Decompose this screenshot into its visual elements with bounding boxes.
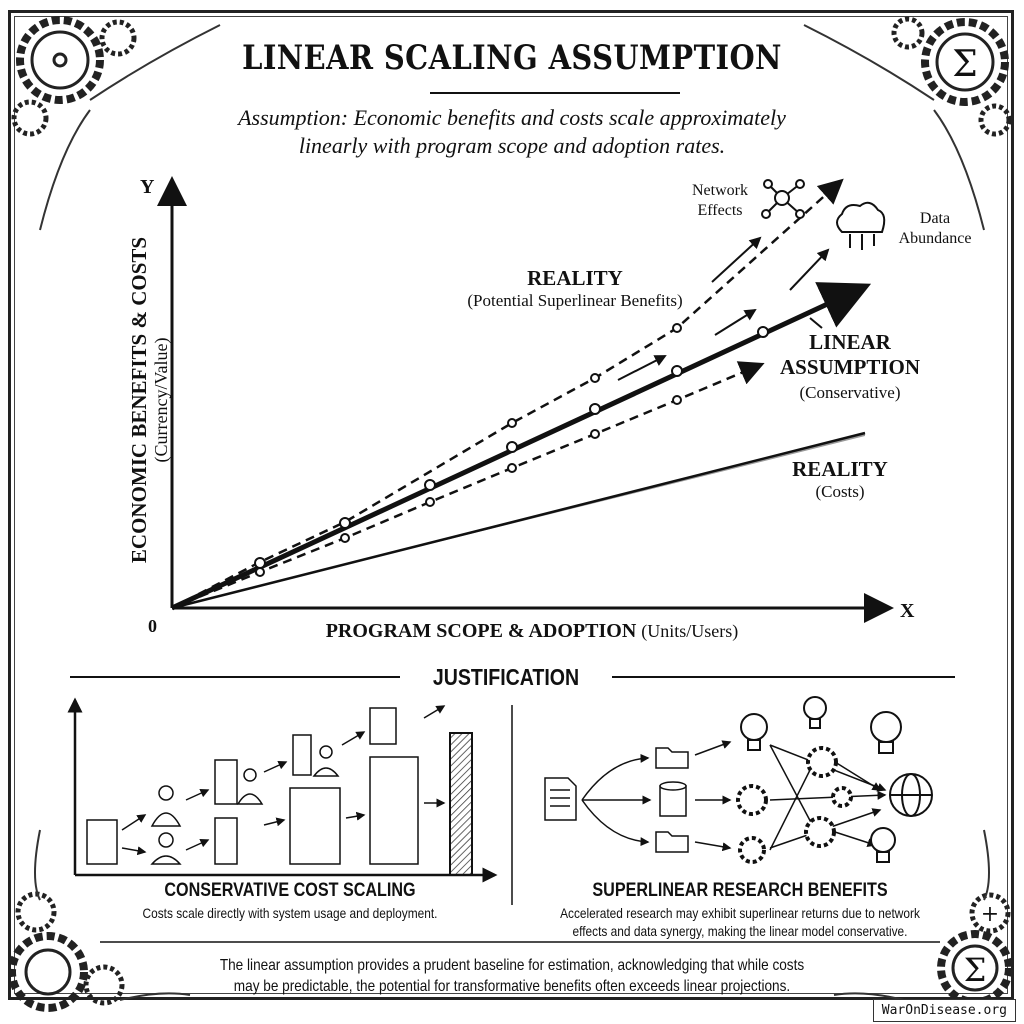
network-icon <box>761 179 805 219</box>
reality-benefits-label: REALITY (Potential Superlinear Benefits) <box>440 266 710 311</box>
desc-line: effects and data synergy, making the lin… <box>572 923 908 939</box>
subtitle-line: linearly with program scope and adoption… <box>298 133 726 158</box>
label-line: Data <box>919 210 951 227</box>
left-panel-title: CONSERVATIVE COST SCALING <box>164 880 416 901</box>
superlinear-benefits-line <box>171 178 844 610</box>
growth-arrows <box>617 236 830 381</box>
database-icon <box>659 781 687 817</box>
y-axis-label: ECONOMIC BENEFITS & COSTS (Currency/Valu… <box>127 160 172 640</box>
person-icon <box>150 745 340 865</box>
data-abundance-label: Data Abundance <box>885 209 985 249</box>
label-line: Effects <box>697 202 743 219</box>
page-title: LINEAR SCALING ASSUMPTION <box>242 38 782 78</box>
right-panel-title: SUPERLINEAR RESEARCH BENEFITS <box>592 880 888 901</box>
svg-text:Σ: Σ <box>964 951 987 989</box>
label-line: Abundance <box>898 230 972 247</box>
folder-icon <box>655 747 689 853</box>
cloud-icon <box>836 201 886 250</box>
x-axis-label: PROGRAM SCOPE & ADOPTION (Units/Users) <box>172 620 892 643</box>
label-sub: (Costs) <box>815 482 865 501</box>
gear-icon <box>736 746 853 864</box>
gear-icon <box>8 891 125 1012</box>
watermark: WarOnDisease.org <box>872 999 1016 1022</box>
y-axis-letter: Y <box>140 176 155 198</box>
reality-costs-label: REALITY (Costs) <box>770 457 910 502</box>
lightbulb-icon <box>740 696 902 863</box>
subtitle-line: Assumption: Economic benefits and costs … <box>238 105 786 130</box>
subtitle: Assumption: Economic benefits and costs … <box>0 104 1024 160</box>
right-panel-desc: Accelerated research may exhibit superli… <box>485 904 995 940</box>
conclusion: The linear assumption provides a prudent… <box>130 955 895 997</box>
outer-border <box>8 10 1014 1000</box>
y-label-unit: (Currency/Value) <box>151 337 171 463</box>
origin-label: 0 <box>148 616 157 636</box>
gear-icon <box>11 16 137 137</box>
linear-assumption-label: LINEAR ASSUMPTION (Conservative) <box>765 330 935 405</box>
left-panel-desc: Costs scale directly with system usage a… <box>142 905 438 921</box>
conclusion-line: The linear assumption provides a prudent… <box>219 957 805 974</box>
costs-line <box>171 431 866 610</box>
label-title: REALITY <box>792 457 888 481</box>
svg-text:Σ: Σ <box>952 44 977 85</box>
lower-benefits-line <box>171 361 765 610</box>
label-title: REALITY <box>527 266 623 290</box>
laurel-icon <box>34 24 990 1001</box>
globe-icon <box>889 773 933 817</box>
scaling-arrows <box>121 705 446 856</box>
server-icon <box>86 707 419 865</box>
justification-heading: JUSTIFICATION <box>432 664 580 690</box>
y-label-text: ECONOMIC BENEFITS & COSTS <box>127 236 151 564</box>
conclusion-line: may be predictable, the potential for tr… <box>233 978 791 995</box>
label-sub: (Potential Superlinear Benefits) <box>467 291 683 310</box>
inner-border <box>14 16 1008 994</box>
sigma-icon: Σ + <box>937 892 1013 1006</box>
label-sub: (Conservative) <box>799 383 901 402</box>
x-label-text: PROGRAM SCOPE & ADOPTION <box>325 620 637 642</box>
label-title: LINEAR <box>809 330 891 354</box>
document-icon <box>544 777 577 821</box>
leader-line <box>809 317 823 329</box>
x-label-unit: (Units/Users) <box>641 621 739 641</box>
branch-arrows <box>581 740 887 852</box>
data-points <box>254 323 769 577</box>
label-title: ASSUMPTION <box>779 355 921 379</box>
network-effects-label: Network Effects <box>680 181 760 221</box>
cost-bar <box>449 732 473 876</box>
label-line: Network <box>692 182 748 199</box>
desc-line: Accelerated research may exhibit superli… <box>560 905 920 921</box>
sigma-icon: Σ <box>891 16 1012 137</box>
svg-text:+: + <box>981 902 999 927</box>
x-axis-letter: X <box>900 600 915 622</box>
